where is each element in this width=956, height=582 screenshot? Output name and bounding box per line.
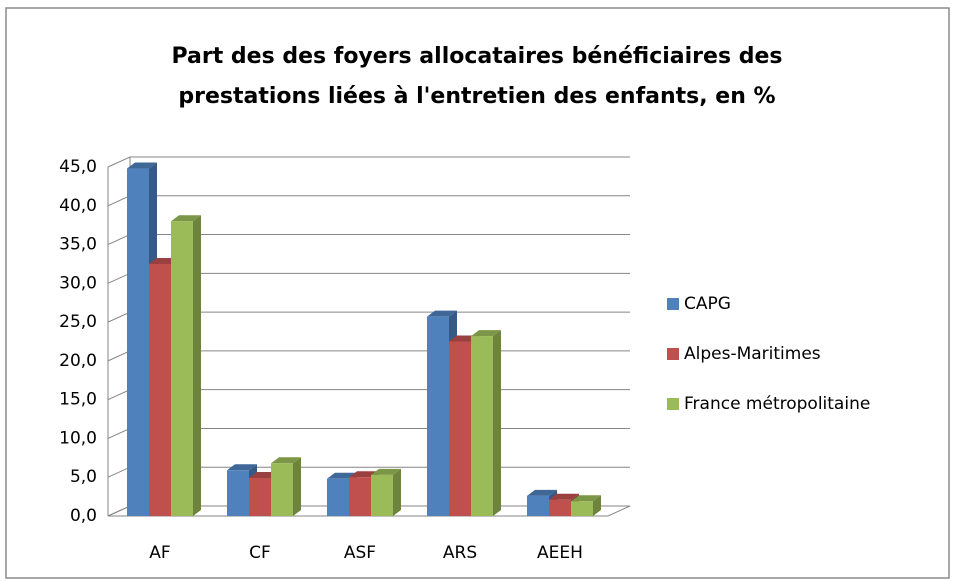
bar-side [593,495,601,516]
legend-label: Alpes-Maritimes [684,344,821,364]
y-tick-label: 30,0 [59,273,97,293]
bar [171,215,201,517]
bar-top [527,489,557,496]
bar-top [271,457,301,464]
bar-side [393,468,401,516]
bar-top [471,330,501,337]
chart-title: prestations liées à l'entretien des enfa… [178,84,775,109]
y-tick-label: 45,0 [59,157,97,177]
bar-top [549,493,579,500]
bar [371,468,401,516]
bar-front [349,477,371,516]
bar-top [571,495,601,502]
bar-side [293,457,301,516]
y-tick-label: 15,0 [59,390,97,410]
legend-label: France métropolitaine [684,394,870,414]
bar-front [371,474,393,516]
bar-front [549,499,571,516]
bar-front [127,168,149,516]
legend-swatch [667,398,679,410]
bar-front [527,495,549,516]
bar-top [427,310,457,317]
x-tick-label: CF [249,543,271,563]
bar [271,457,301,516]
y-tick-label: 20,0 [59,351,97,371]
bar-front [427,316,449,516]
y-tick-label: 25,0 [59,312,97,332]
chart-title: Part des des foyers allocataires bénéfic… [172,44,783,69]
bar-front [227,470,249,516]
bar-front [149,263,171,516]
y-tick-label: 35,0 [59,235,97,255]
bar-front [449,341,471,516]
x-tick-label: ARS [443,543,477,563]
x-tick-label: AF [149,543,170,563]
bar [571,495,601,516]
bar-top [171,215,201,222]
bar-side [193,215,201,517]
y-tick-label: 10,0 [59,428,97,448]
bar-top [371,468,401,475]
y-tick-label: 0,0 [70,506,97,526]
bar-front [571,501,593,516]
bar-side [493,330,501,516]
grid-line [107,156,630,168]
bar-front [171,221,193,517]
bar-front [471,336,493,516]
bar [471,330,501,516]
legend-swatch [667,348,679,360]
y-tick-label: 40,0 [59,196,97,216]
x-tick-label: AEEH [537,543,583,563]
y-tick-label: 5,0 [70,467,97,487]
bar-top [227,464,257,471]
x-tick-label: ASF [344,543,376,563]
legend-swatch [667,298,679,310]
bar-top [127,162,157,169]
bar-front [249,477,271,516]
bar-front [271,463,293,516]
legend-label: CAPG [684,294,731,314]
bar-front [327,478,349,516]
